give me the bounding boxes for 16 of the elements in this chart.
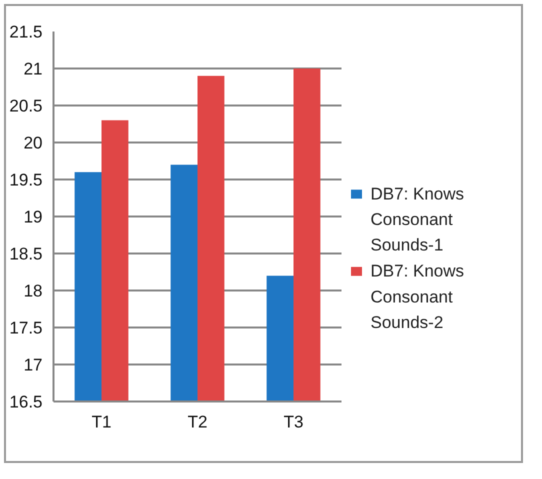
x-tick-label: T2 — [188, 412, 208, 432]
y-tick-label: 17 — [24, 356, 43, 374]
legend-label: DB7: Knows Consonant Sounds-1 — [370, 184, 464, 255]
y-tick-label: 17.5 — [9, 318, 43, 338]
y-tick-label: 19 — [24, 208, 43, 226]
x-tick-label: T1 — [92, 412, 112, 432]
y-tick-label: 20 — [24, 134, 43, 152]
x-tick-label: T3 — [284, 412, 304, 432]
y-tick-label: 16.5 — [9, 392, 43, 412]
y-tick-label: 21 — [24, 60, 43, 78]
y-tick-label: 19.5 — [9, 170, 43, 190]
y-tick-label: 18.5 — [9, 244, 43, 264]
y-tick-label: 20.5 — [9, 96, 43, 116]
y-tick-label: 21.5 — [9, 22, 43, 42]
legend-label: DB7: Knows Consonant Sounds-2 — [370, 262, 464, 332]
y-tick-label: 18 — [24, 282, 43, 300]
